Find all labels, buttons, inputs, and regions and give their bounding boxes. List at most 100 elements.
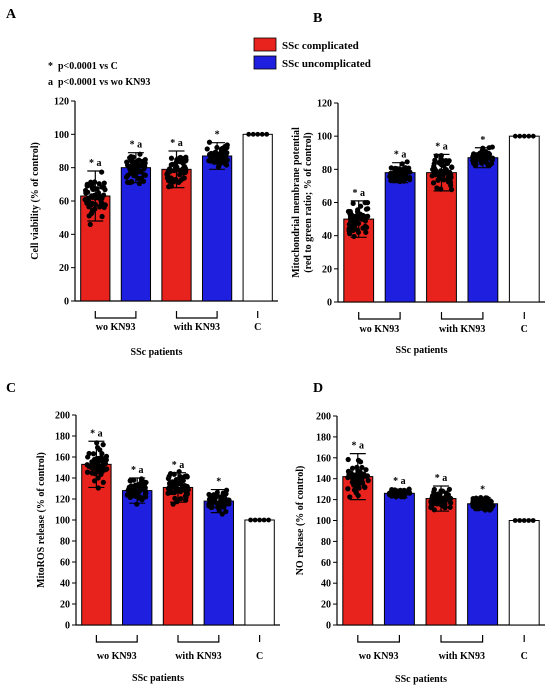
data-point: [86, 213, 92, 219]
data-point: [264, 131, 270, 137]
data-point: [521, 133, 527, 139]
data-point: [101, 184, 107, 191]
data-point: [128, 178, 134, 185]
significance-label: * a: [170, 138, 183, 149]
data-point: [441, 177, 447, 183]
group-bracket: [175, 311, 218, 319]
data-point: [470, 160, 477, 166]
data-point: [142, 491, 148, 497]
data-point: [345, 486, 351, 492]
data-point: [250, 131, 256, 137]
data-point: [351, 482, 357, 488]
data-point: [449, 164, 455, 170]
data-point: [100, 442, 106, 448]
data-point: [165, 490, 171, 496]
data-point: [437, 499, 443, 505]
data-point: [530, 518, 536, 523]
data-point: [352, 222, 358, 228]
y-tick-label: 120: [317, 99, 332, 110]
y-tick-label: 20: [60, 600, 70, 611]
y-tick-label: 160: [55, 453, 70, 464]
data-point: [181, 175, 187, 181]
data-point: [223, 491, 229, 497]
group-bracket: [358, 312, 401, 320]
data-point: [184, 474, 190, 480]
x-axis-title: SSc patients: [131, 347, 183, 358]
data-point: [483, 500, 490, 506]
data-point: [221, 504, 227, 510]
data-point: [97, 465, 103, 471]
data-point: [348, 218, 354, 224]
data-point: [432, 172, 439, 178]
data-point: [85, 469, 91, 475]
group-label-wo-kn93: wo KN93: [97, 651, 137, 662]
data-point: [100, 479, 106, 485]
data-point: [178, 482, 185, 488]
data-point: [181, 156, 187, 162]
data-point: [351, 487, 358, 493]
group-label-with-kn93: with KN93: [174, 322, 220, 333]
data-point: [176, 179, 182, 185]
data-point: [223, 162, 230, 168]
data-point: [89, 465, 95, 471]
y-tick-label: 0: [65, 621, 70, 632]
significance-label: * a: [90, 428, 103, 439]
x-axis-title: SSc patients: [132, 673, 184, 684]
data-point: [441, 503, 447, 509]
data-point: [86, 198, 92, 204]
bar: [161, 168, 192, 302]
y-tick-label: 80: [322, 165, 332, 176]
data-point: [255, 131, 261, 137]
bar: [162, 486, 194, 626]
data-point: [358, 477, 365, 484]
bar: [203, 500, 234, 626]
significance-label: * a: [131, 465, 144, 476]
data-point: [204, 146, 210, 152]
panel-d-chart: 0 20 40 60 80 100 120 140 160 180 200 * a * a * a * wo …: [295, 412, 545, 685]
legend: SSc complicated SSc uncomplicated: [253, 37, 371, 70]
significance-label: * a: [89, 158, 102, 169]
y-tick-label: 0: [327, 298, 332, 309]
data-point: [355, 227, 361, 233]
significance-label: * a: [352, 188, 365, 199]
data-point: [91, 179, 98, 185]
bar: [426, 172, 457, 303]
data-point: [219, 145, 225, 152]
data-point: [351, 233, 357, 240]
data-point: [127, 477, 134, 483]
y-tick-label: 160: [316, 453, 331, 464]
data-point: [225, 497, 231, 503]
bar: [467, 503, 499, 626]
significance-label: *: [216, 477, 221, 488]
y-tick-label: 40: [59, 230, 69, 241]
y-tick-label: 60: [322, 198, 332, 209]
y-tick-label: 40: [322, 231, 332, 242]
data-point: [211, 492, 217, 499]
data-point: [128, 483, 134, 489]
data-point: [521, 518, 527, 523]
y-axis-title: MitoROS release (% of control): [36, 452, 47, 588]
data-point: [347, 494, 353, 500]
x-axis-title: SSc patients: [396, 345, 448, 356]
data-point: [224, 144, 230, 151]
data-point: [349, 465, 356, 471]
data-point: [526, 518, 532, 523]
data-point: [130, 165, 136, 171]
data-point: [85, 454, 91, 460]
data-point: [178, 487, 184, 493]
legend-swatch-uncomplicated: [253, 55, 277, 70]
data-point: [130, 491, 136, 497]
data-point: [490, 503, 496, 509]
x-axis-title: SSc patients: [395, 674, 447, 685]
data-point: [486, 506, 492, 512]
data-point: [401, 166, 407, 172]
group-label-with-kn93: with KN93: [439, 324, 485, 335]
group-bracket: [94, 311, 137, 319]
data-point: [440, 158, 447, 164]
data-point: [178, 477, 184, 483]
y-axis-title: NO release (% of control): [295, 466, 306, 576]
y-tick-label: 200: [316, 412, 331, 423]
group-label-wo-kn93: wo KN93: [96, 322, 136, 333]
